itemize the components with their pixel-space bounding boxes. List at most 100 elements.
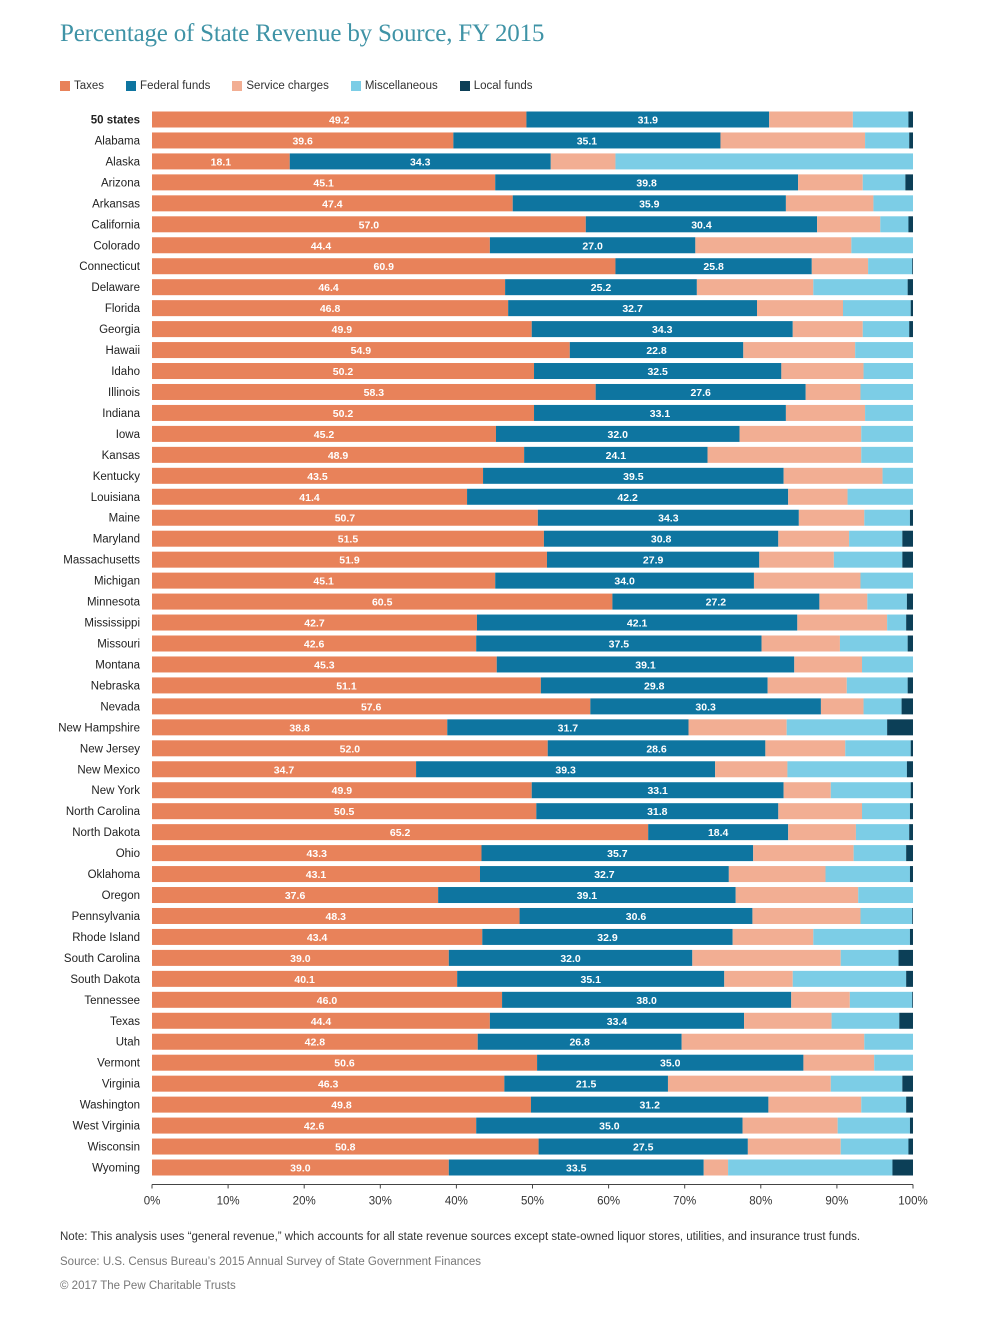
- bar-segment-local-funds: [909, 321, 913, 338]
- footnote: Note: This analysis uses “general revenu…: [60, 1231, 861, 1243]
- data-label-taxes: 39.0: [290, 953, 311, 965]
- bar-segment-taxes: [152, 321, 532, 338]
- bar-segment-service-charges: [769, 111, 853, 128]
- bar-segment-service-charges: [783, 467, 883, 484]
- bar-segment-service-charges: [765, 740, 846, 757]
- bar-row-new-mexico: New Mexico 34.7 39.3: [77, 761, 913, 778]
- bar-segment-miscellaneous: [849, 991, 913, 1008]
- bar-segment-federal-funds: [547, 740, 766, 757]
- data-label-taxes: 50.7: [335, 513, 356, 525]
- data-label-taxes: 49.9: [332, 324, 353, 336]
- bar-row-georgia: Georgia 49.9 34.3: [99, 321, 913, 338]
- bar-segment-local-funds: [902, 530, 913, 547]
- bar-segment-service-charges: [707, 446, 862, 463]
- bar-segment-federal-funds: [495, 174, 799, 191]
- legend-swatch-local-funds: [459, 81, 470, 91]
- bar-segment-service-charges: [778, 803, 863, 820]
- bar-segment-miscellaneous: [792, 970, 907, 987]
- bar-segment-federal-funds: [536, 803, 779, 820]
- bar-segment-miscellaneous: [839, 635, 908, 652]
- bar-segment-service-charges: [667, 1075, 831, 1092]
- bar-segment-service-charges: [797, 614, 888, 631]
- bar-segment-federal-funds: [457, 970, 725, 987]
- source-note: Source: U.S. Census Bureau’s 2015 Annual…: [60, 1256, 482, 1268]
- bar-segment-local-funds: [912, 991, 913, 1008]
- bar-segment-taxes: [152, 719, 448, 736]
- data-label-federal-funds: 39.1: [577, 890, 598, 902]
- data-label-taxes: 37.6: [285, 890, 306, 902]
- bar-segment-taxes: [152, 803, 537, 820]
- bar-segment-federal-funds: [453, 132, 721, 149]
- bar-segment-taxes: [152, 991, 503, 1008]
- bar-segment-taxes: [152, 279, 506, 296]
- bar-segment-miscellaneous: [861, 1096, 907, 1113]
- bar-segment-taxes: [152, 614, 477, 631]
- bar-segment-miscellaneous: [813, 279, 908, 296]
- data-label-federal-funds: 42.2: [617, 492, 638, 504]
- bar-row-new-york: New York 49.9 33.1: [91, 782, 913, 799]
- bar-segment-miscellaneous: [840, 1138, 909, 1155]
- data-label-taxes: 42.6: [304, 639, 325, 651]
- category-label: Montana: [95, 659, 140, 671]
- category-label: Colorado: [93, 240, 140, 252]
- bar-row-illinois: Illinois 58.3 27.6: [108, 383, 913, 400]
- data-label-taxes: 43.4: [307, 932, 328, 944]
- bar-segment-federal-funds: [483, 467, 784, 484]
- bar-segment-taxes: [152, 761, 417, 778]
- data-label-federal-funds: 25.2: [591, 282, 612, 294]
- bar-segment-taxes: [152, 404, 535, 421]
- data-label-taxes: 58.3: [364, 387, 385, 399]
- bar-row-west-virginia: West Virginia 42.6 35.0: [73, 1117, 913, 1134]
- category-label: Arizona: [101, 177, 141, 189]
- bar-segment-local-funds: [908, 1138, 913, 1155]
- data-label-federal-funds: 27.0: [582, 240, 603, 252]
- bar-segment-local-funds: [905, 174, 913, 191]
- x-tick-label: 50%: [521, 1195, 544, 1207]
- category-label: Michigan: [94, 576, 140, 588]
- category-label: Wyoming: [92, 1163, 140, 1175]
- bar-segment-federal-funds: [508, 300, 757, 317]
- bar-segment-service-charges: [742, 1117, 838, 1134]
- data-label-taxes: 42.7: [304, 618, 325, 630]
- bar-segment-federal-funds: [534, 404, 786, 421]
- data-label-federal-funds: 33.5: [566, 1163, 587, 1175]
- data-label-taxes: 48.3: [326, 911, 347, 923]
- bar-row-louisiana: Louisiana 41.4 42.2: [91, 488, 913, 505]
- data-label-federal-funds: 30.3: [695, 701, 716, 713]
- data-label-taxes: 18.1: [211, 156, 232, 168]
- bar-segment-miscellaneous: [833, 551, 903, 568]
- category-label: North Dakota: [72, 827, 140, 839]
- bar-row-north-dakota: North Dakota 65.2 18.4: [72, 824, 913, 841]
- bar-segment-service-charges: [724, 970, 793, 987]
- bar-segment-service-charges: [817, 216, 881, 233]
- bar-segment-service-charges: [732, 928, 814, 945]
- bar-segment-local-funds: [906, 761, 913, 778]
- bar-segment-federal-funds: [537, 1054, 804, 1071]
- bar-segment-taxes: [152, 174, 496, 191]
- bar-segment-taxes: [152, 1138, 539, 1155]
- bar-segment-federal-funds: [538, 1138, 748, 1155]
- copyright: © 2017 The Pew Charitable Trusts: [60, 1280, 236, 1292]
- bar-segment-miscellaneous: [855, 342, 913, 359]
- bar-segment-local-funds: [909, 509, 913, 526]
- data-label-federal-funds: 21.5: [576, 1079, 597, 1091]
- bar-segment-miscellaneous: [874, 1054, 913, 1071]
- bar-segment-local-funds: [906, 970, 913, 987]
- x-tick-label: 100%: [898, 1195, 927, 1207]
- bar-segment-local-funds: [908, 111, 913, 128]
- bar-segment-federal-funds: [495, 572, 754, 589]
- bar-segment-miscellaneous: [852, 111, 909, 128]
- bar-segment-miscellaneous: [862, 321, 910, 338]
- bar-segment-service-charges: [792, 321, 863, 338]
- bar-segment-miscellaneous: [786, 719, 888, 736]
- category-label: North Carolina: [66, 806, 141, 818]
- data-label-taxes: 41.4: [299, 492, 320, 504]
- data-label-taxes: 60.5: [372, 597, 393, 609]
- bar-segment-service-charges: [767, 677, 847, 694]
- category-label: Kansas: [102, 450, 141, 462]
- bar-segment-taxes: [152, 824, 649, 841]
- stacked-bar-chart: 50 states 49.2 31.9 Alabama 39.6 35.1 Alaska 18…: [58, 111, 928, 1207]
- category-label: Minnesota: [87, 597, 141, 609]
- category-label: Nebraska: [91, 680, 141, 692]
- data-label-taxes: 51.9: [339, 555, 360, 567]
